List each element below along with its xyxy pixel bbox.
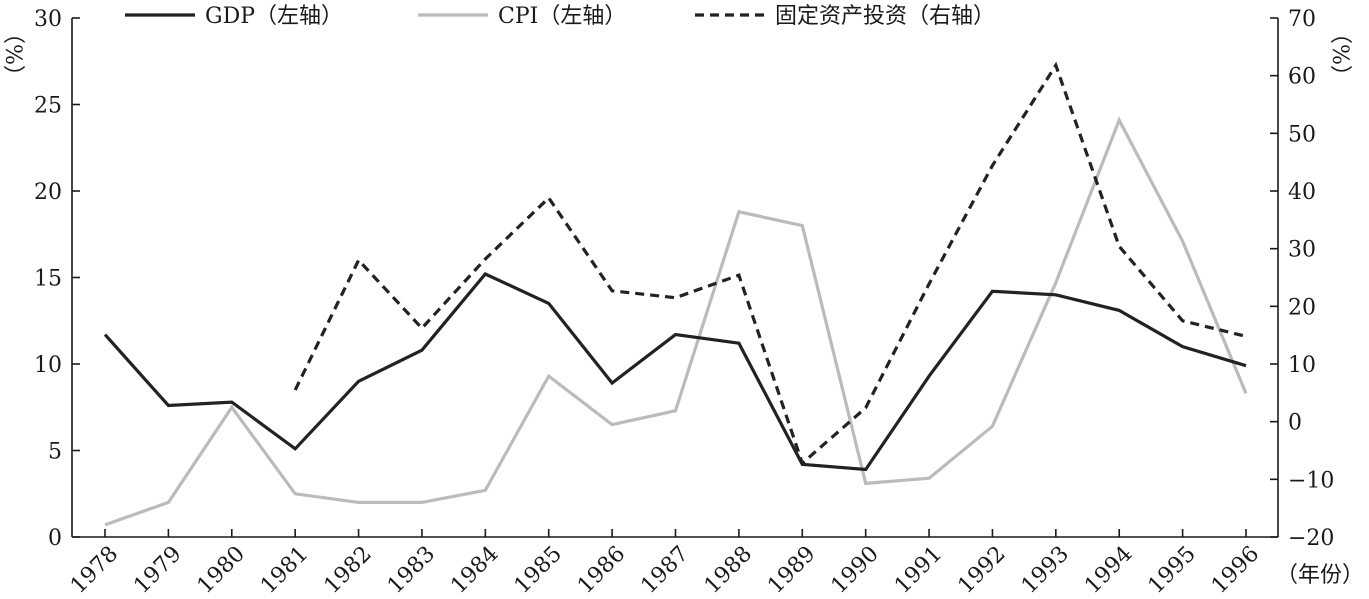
x-tick-label: 1989 bbox=[763, 542, 820, 599]
right-y-tick-label: 0 bbox=[1288, 411, 1302, 436]
x-tick-label: 1994 bbox=[1080, 542, 1137, 599]
series-line-2 bbox=[293, 61, 1247, 466]
x-axis-unit: （年份） bbox=[1276, 563, 1364, 588]
x-tick-label: 1979 bbox=[129, 542, 186, 599]
axes bbox=[71, 18, 1279, 538]
x-tick-label: 1987 bbox=[636, 542, 693, 599]
left-y-tick-label: 5 bbox=[48, 440, 62, 465]
series-line-1 bbox=[104, 116, 1248, 527]
series-layer bbox=[103, 61, 1248, 527]
left-y-ticks: 0 5 10 15 20 25 30 bbox=[34, 7, 80, 551]
left-y-tick-label: 10 bbox=[34, 353, 62, 378]
series-line-0 bbox=[103, 272, 1247, 472]
right-y-tick-label: 40 bbox=[1288, 180, 1316, 205]
right-y-tick-label: −10 bbox=[1288, 468, 1334, 493]
x-tick-label: 1980 bbox=[193, 542, 250, 599]
left-y-tick-label: 30 bbox=[34, 7, 62, 32]
legend-gdp-label: GDP（左轴） bbox=[205, 4, 343, 29]
left-y-tick-label: 25 bbox=[34, 94, 62, 119]
x-tick-label: 1986 bbox=[573, 542, 630, 599]
right-y-axis-unit: （%） bbox=[1327, 22, 1352, 87]
right-y-tick-label: 30 bbox=[1288, 238, 1316, 263]
left-y-tick-label: 20 bbox=[34, 180, 62, 205]
x-tick-label: 1993 bbox=[1017, 542, 1074, 599]
x-tick-label: 1996 bbox=[1207, 542, 1264, 599]
right-y-tick-label: 60 bbox=[1288, 65, 1316, 90]
x-tick-label: 1984 bbox=[446, 542, 503, 599]
x-tick-label: 1988 bbox=[700, 542, 757, 599]
x-tick-label: 1982 bbox=[320, 542, 377, 599]
right-y-tick-label: 10 bbox=[1288, 353, 1316, 378]
x-tick-label: 1995 bbox=[1144, 542, 1201, 599]
x-tick-label: 1991 bbox=[890, 542, 947, 599]
x-tick-label: 1983 bbox=[383, 542, 440, 599]
left-y-axis-unit: （%） bbox=[0, 22, 25, 87]
x-tick-label: 1985 bbox=[510, 542, 567, 599]
x-ticks: 1978 1979 1980 1981 1982 1983 1984 1985 1986 1987… bbox=[66, 529, 1264, 599]
legend-cpi-label: CPI（左轴） bbox=[498, 4, 626, 29]
right-y-tick-label: −20 bbox=[1288, 526, 1334, 551]
right-y-tick-label: 20 bbox=[1288, 295, 1316, 320]
right-y-tick-label: 50 bbox=[1288, 122, 1316, 147]
x-tick-label: 1992 bbox=[953, 542, 1010, 599]
left-y-tick-label: 15 bbox=[34, 267, 62, 292]
legend: GDP（左轴） CPI（左轴） 固定资产投资（右轴） bbox=[125, 4, 995, 29]
right-y-ticks: −20 −10 0 10 20 30 40 50 60 70 bbox=[1270, 7, 1334, 551]
x-tick-label: 1978 bbox=[66, 542, 123, 599]
x-tick-label: 1981 bbox=[256, 542, 313, 599]
left-y-tick-label: 0 bbox=[48, 526, 62, 551]
right-y-tick-label: 70 bbox=[1288, 7, 1316, 32]
legend-investment-label: 固定资产投资（右轴） bbox=[775, 4, 995, 29]
x-tick-label: 1990 bbox=[827, 542, 884, 599]
